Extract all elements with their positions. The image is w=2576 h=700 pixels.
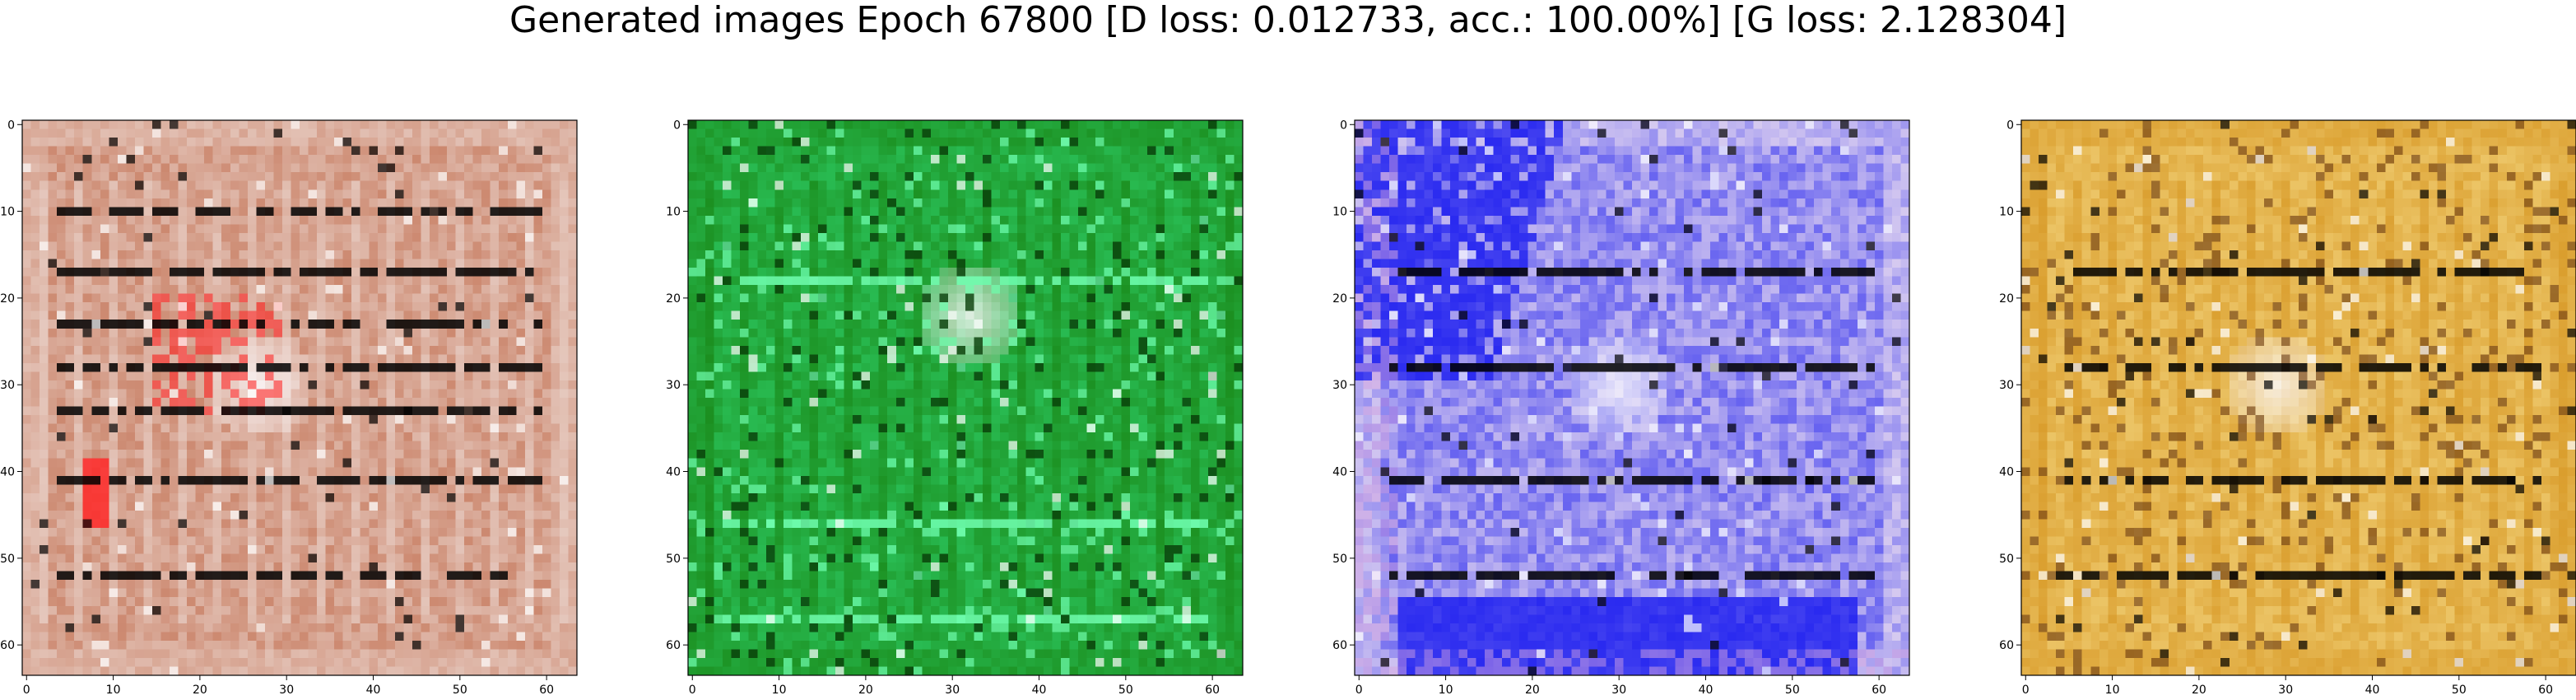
x-tick-label: 40: [366, 684, 381, 697]
x-tick-label: 50: [1785, 684, 1800, 697]
y-tick-label: 30: [1999, 379, 2014, 392]
x-tick-label: 30: [279, 684, 294, 697]
x-tick-label: 50: [453, 684, 467, 697]
image-plot-area: 0 10 20 30 40 50 60 0 10 20 30 40 50 60: [1332, 119, 1909, 697]
y-tick-label: 50: [1999, 553, 2014, 566]
y-tick-label: 50: [666, 553, 681, 566]
x-tick-label: 50: [1118, 684, 1133, 697]
x-tick-label: 50: [2452, 684, 2467, 697]
y-tick-label: 40: [1332, 466, 1347, 479]
figure-title: Generated images Epoch 67800 [D loss: 0.…: [0, 0, 2576, 41]
x-tick-label: 40: [2365, 684, 2380, 697]
y-tick-label: 10: [666, 206, 681, 219]
y-tick-label: 30: [1332, 379, 1347, 392]
y-tick-label: 0: [7, 119, 15, 132]
y-tick-label: 60: [666, 639, 681, 652]
image-plot-area: 0 10 20 30 40 50 60 0 10 20 30 40 50 60: [666, 119, 1243, 697]
x-tick-label: 60: [2538, 684, 2553, 697]
y-tick-label: 30: [0, 379, 15, 392]
x-tick-label: 10: [2105, 684, 2120, 697]
x-tick-label: 20: [193, 684, 207, 697]
generated-image: [688, 120, 1243, 675]
x-tick-label: 60: [1205, 684, 1220, 697]
x-tick-label: 20: [858, 684, 873, 697]
x-tick-label: 60: [539, 684, 554, 697]
y-tick-label: 0: [2006, 119, 2014, 132]
y-tick-label: 10: [0, 206, 15, 219]
x-tick-label: 10: [1439, 684, 1453, 697]
y-tick-label: 40: [1999, 466, 2014, 479]
x-tick-label: 30: [945, 684, 960, 697]
y-tick-label: 60: [1999, 639, 2014, 652]
y-tick-label: 60: [0, 639, 15, 652]
image-panel-svg: 0 10 20 30 40 50 60 0 10 20 30 40 50 60: [1997, 120, 2576, 700]
x-tick-label: 20: [1525, 684, 1540, 697]
generated-image: [2021, 120, 2576, 675]
image-plot-area: 0 10 20 30 40 50 60 0 10 20 30 40 50 60: [0, 119, 577, 697]
y-tick-label: 40: [0, 466, 15, 479]
y-tick-label: 10: [1999, 206, 2014, 219]
x-tick-label: 10: [106, 684, 121, 697]
y-tick-label: 20: [0, 292, 15, 306]
x-tick-label: 30: [1611, 684, 1626, 697]
x-tick-label: 40: [1699, 684, 1713, 697]
x-tick-label: 30: [2278, 684, 2293, 697]
y-tick-label: 60: [1332, 639, 1347, 652]
y-tick-label: 30: [666, 379, 681, 392]
y-tick-label: 40: [666, 466, 681, 479]
image-panel-svg: 0 10 20 30 40 50 60 0 10 20 30 40 50 60: [0, 120, 585, 700]
x-tick-label: 40: [1032, 684, 1047, 697]
y-tick-label: 10: [1332, 206, 1347, 219]
x-tick-label: 60: [1872, 684, 1886, 697]
image-panel-svg: 0 10 20 30 40 50 60 0 10 20 30 40 50 60: [663, 120, 1251, 700]
x-tick-label: 0: [1355, 684, 1363, 697]
y-tick-label: 50: [1332, 553, 1347, 566]
image-plot-area: 0 10 20 30 40 50 60 0 10 20 30 40 50 60: [1999, 119, 2576, 697]
y-tick-label: 0: [673, 119, 681, 132]
generated-image: [1355, 120, 1909, 675]
image-panel-svg: 0 10 20 30 40 50 60 0 10 20 30 40 50 60: [1330, 120, 1918, 700]
y-tick-label: 0: [1340, 119, 1347, 132]
x-tick-label: 10: [772, 684, 787, 697]
x-tick-label: 0: [689, 684, 696, 697]
y-tick-label: 20: [1332, 292, 1347, 306]
x-tick-label: 20: [2192, 684, 2206, 697]
y-tick-label: 20: [666, 292, 681, 306]
y-tick-label: 50: [0, 553, 15, 566]
y-tick-label: 20: [1999, 292, 2014, 306]
generated-image: [22, 120, 577, 675]
x-tick-label: 0: [2022, 684, 2030, 697]
x-tick-label: 0: [23, 684, 30, 697]
